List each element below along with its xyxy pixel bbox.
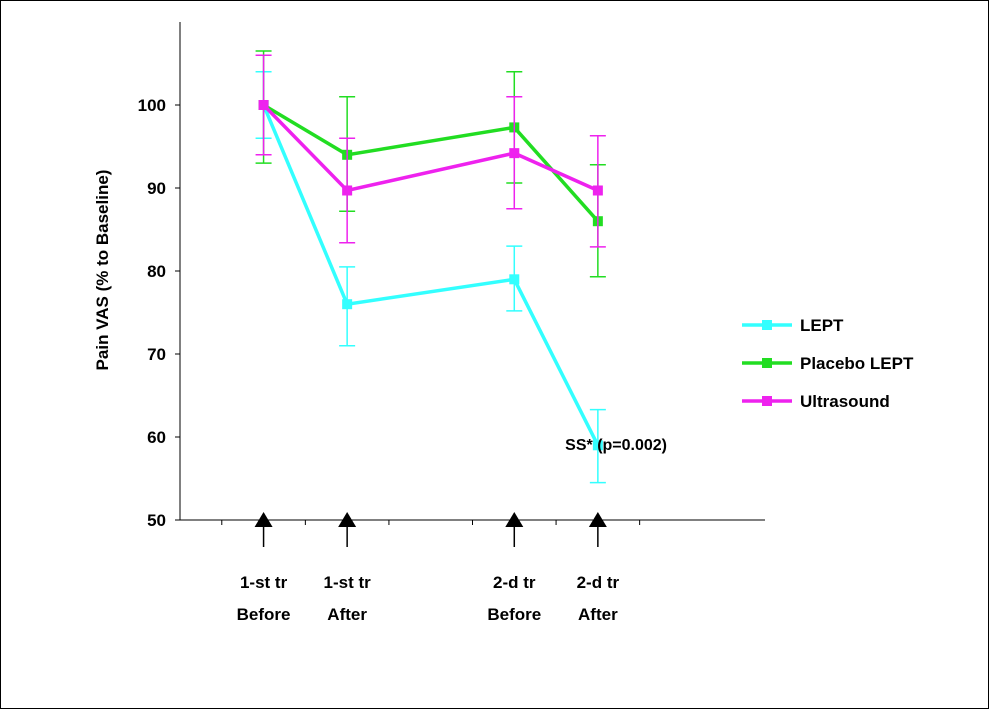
legend-label-1: Placebo LEPT (800, 354, 914, 373)
point-2-3 (592, 185, 603, 196)
arrow-head-3 (588, 512, 607, 527)
legend-marker-1 (762, 358, 772, 368)
point-0-3 (592, 440, 603, 451)
point-2-1 (342, 185, 353, 196)
arrow-head-0 (254, 512, 273, 527)
x-label-line2-0: Before (237, 605, 291, 624)
point-0-2 (509, 274, 520, 285)
x-label-line1-1: 1-st tr (324, 573, 372, 592)
series-line-0 (261, 104, 600, 447)
arrow-head-2 (505, 512, 524, 527)
chart-marks (255, 50, 606, 484)
y-tick-label-100: 100 (138, 96, 166, 115)
x-label-line1-2: 2-d tr (493, 573, 536, 592)
x-label-line2-3: After (578, 605, 618, 624)
series-line-2 (262, 103, 599, 193)
chart-labels: 50 60 70 80 90 100 1-st tr Before 1-st tr After 2-… (138, 96, 620, 624)
y-tick-label-60: 60 (147, 428, 166, 447)
legend: LEPT Placebo LEPT Ultrasound (742, 316, 914, 411)
x-label-line1-3: 2-d tr (577, 573, 620, 592)
y-tick-label-50: 50 (147, 511, 166, 530)
point-0-1 (342, 299, 353, 310)
arrow-head-1 (338, 512, 357, 527)
legend-label-2: Ultrasound (800, 392, 890, 411)
axes (175, 22, 765, 547)
significance-annotation: SS* (p=0.002) (565, 437, 667, 454)
legend-marker-2 (762, 396, 772, 406)
series-line-1 (262, 103, 600, 223)
x-label-line1-0: 1-st tr (240, 573, 288, 592)
legend-label-0: LEPT (800, 316, 844, 335)
point-2-0 (258, 100, 269, 110)
y-tick-label-70: 70 (147, 345, 166, 364)
y-axis-label: Pain VAS (% to Baseline) (93, 170, 112, 371)
legend-marker-0 (762, 320, 772, 330)
y-tick-label-80: 80 (147, 262, 166, 281)
x-label-line2-2: Before (487, 605, 541, 624)
x-label-line2-1: After (327, 605, 367, 624)
y-tick-label-90: 90 (147, 179, 166, 198)
point-2-2 (509, 148, 520, 159)
